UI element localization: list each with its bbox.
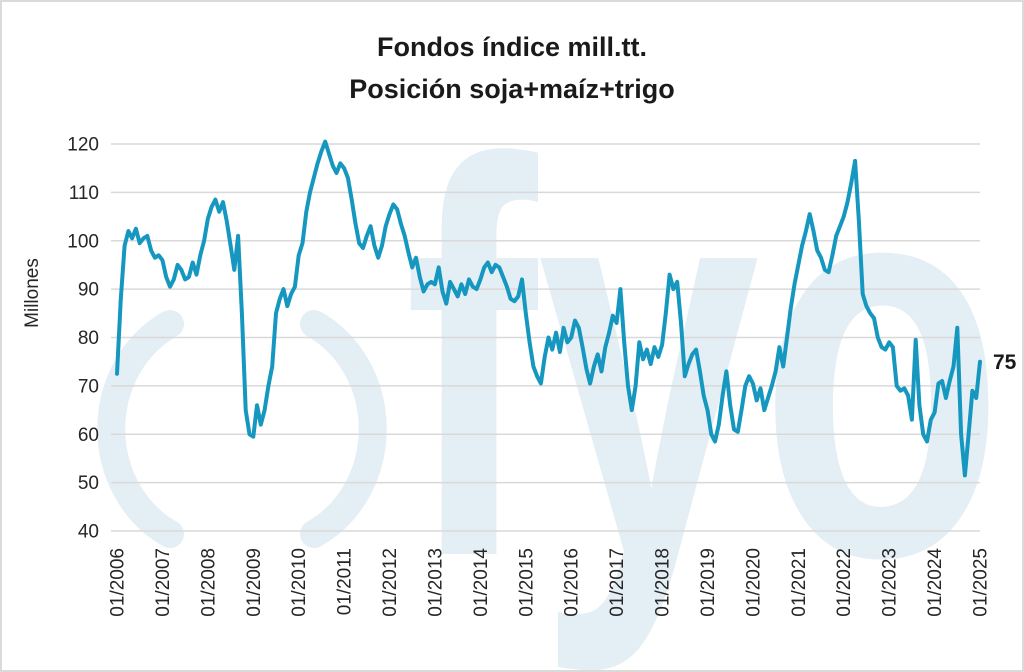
y-tick-label: 40 (78, 522, 99, 543)
x-tick-label: 01/2013 (425, 548, 446, 617)
x-tick-label: 01/2009 (244, 548, 265, 617)
x-tick-label: 01/2008 (198, 548, 219, 617)
y-tick-label: 110 (69, 183, 99, 204)
fyo-watermark: fyo (97, 47, 1004, 672)
y-tick-label: 70 (78, 376, 99, 397)
axis-tick-labels: 120 110 100 90 80 70 60 50 40 01/2006 01/2007 01/20… (67, 135, 991, 617)
x-tick-label: 01/2014 (471, 548, 492, 617)
x-tick-label: 01/2022 (834, 548, 855, 617)
x-tick-label: 01/2025 (971, 548, 992, 617)
x-tick-label: 01/2010 (289, 548, 310, 617)
chart-title-line2: Posición soja+maíz+trigo (349, 74, 675, 104)
x-tick-label: 01/2015 (516, 548, 537, 617)
y-tick-label: 60 (78, 425, 99, 446)
x-tick-label: 01/2007 (153, 548, 174, 617)
x-tick-label: 01/2020 (743, 548, 764, 617)
watermark-right-paren-icon (300, 310, 387, 548)
x-tick-label: 01/2019 (698, 548, 719, 617)
y-axis-title: Millones (22, 258, 43, 328)
watermark-left-paren-icon (97, 310, 184, 548)
x-tick-label: 01/2016 (562, 548, 583, 617)
y-tick-label: 80 (78, 328, 99, 349)
y-tick-label: 100 (67, 231, 99, 252)
x-tick-label: 01/2023 (880, 548, 901, 617)
x-tick-label: 01/2021 (789, 548, 810, 617)
last-value-label: 75 (993, 351, 1017, 374)
x-tick-label: 01/2017 (607, 548, 628, 617)
x-tick-label: 01/2006 (108, 548, 129, 617)
y-tick-label: 50 (78, 473, 99, 494)
x-tick-label: 01/2018 (653, 548, 674, 617)
x-tick-label: 01/2011 (335, 548, 356, 615)
watermark-fyo-text: fyo (404, 47, 1004, 672)
chart-title-line1: Fondos índice mill.tt. (377, 32, 647, 62)
data-series (115, 139, 982, 478)
y-tick-label: 90 (78, 280, 99, 301)
series-line (115, 139, 982, 478)
x-tick-label: 01/2012 (380, 548, 401, 617)
y-tick-label: 120 (67, 135, 99, 156)
x-tick-label: 01/2024 (925, 548, 946, 617)
